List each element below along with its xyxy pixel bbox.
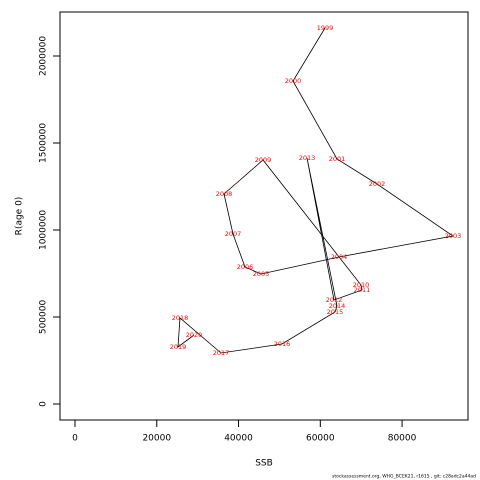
point-label: 2015 (327, 308, 344, 316)
plot-box (59, 11, 469, 421)
point-label: 2020 (186, 331, 203, 339)
x-tick-label: 80000 (388, 434, 417, 444)
point-label: 2007 (225, 230, 242, 238)
point-label: 2008 (216, 190, 233, 198)
y-tick-label: 500000 (39, 300, 49, 335)
point-label: 2009 (255, 156, 272, 164)
point-label: 2002 (369, 180, 386, 188)
point-label: 2014 (329, 302, 346, 310)
x-tick-label: 60000 (306, 434, 335, 444)
x-axis-label: SSB (255, 459, 273, 469)
point-label: 2019 (170, 343, 187, 351)
point-label: 2012 (326, 296, 343, 304)
path-line (177, 27, 455, 354)
point-label: 2004 (331, 253, 348, 261)
point-label: 2000 (285, 77, 302, 85)
y-tick-label: 1000000 (39, 210, 49, 250)
point-label: 2003 (445, 232, 462, 240)
point-label: 1999 (317, 24, 334, 32)
point-label: 2018 (172, 314, 189, 322)
y-tick-label: 0 (39, 401, 49, 407)
y-tick-label: 1500000 (39, 123, 49, 163)
point-label: 2013 (299, 154, 316, 162)
y-tick-label: 2000000 (39, 36, 49, 76)
x-tick-label: 0 (72, 434, 78, 444)
y-axis-label: R(age 0) (15, 197, 25, 236)
point-label: 2001 (329, 155, 346, 163)
x-tick-label: 40000 (224, 434, 253, 444)
point-label: 2011 (354, 286, 371, 294)
point-label: 2005 (253, 270, 270, 278)
point-label: 2006 (237, 263, 254, 271)
footer: stockassessment.org, WHG_BCEK21, r1615 ,… (332, 474, 476, 480)
point-label: 2017 (213, 349, 230, 357)
point-label: 2010 (353, 281, 370, 289)
x-tick-label: 20000 (142, 434, 171, 444)
point-label: 2016 (274, 340, 291, 348)
